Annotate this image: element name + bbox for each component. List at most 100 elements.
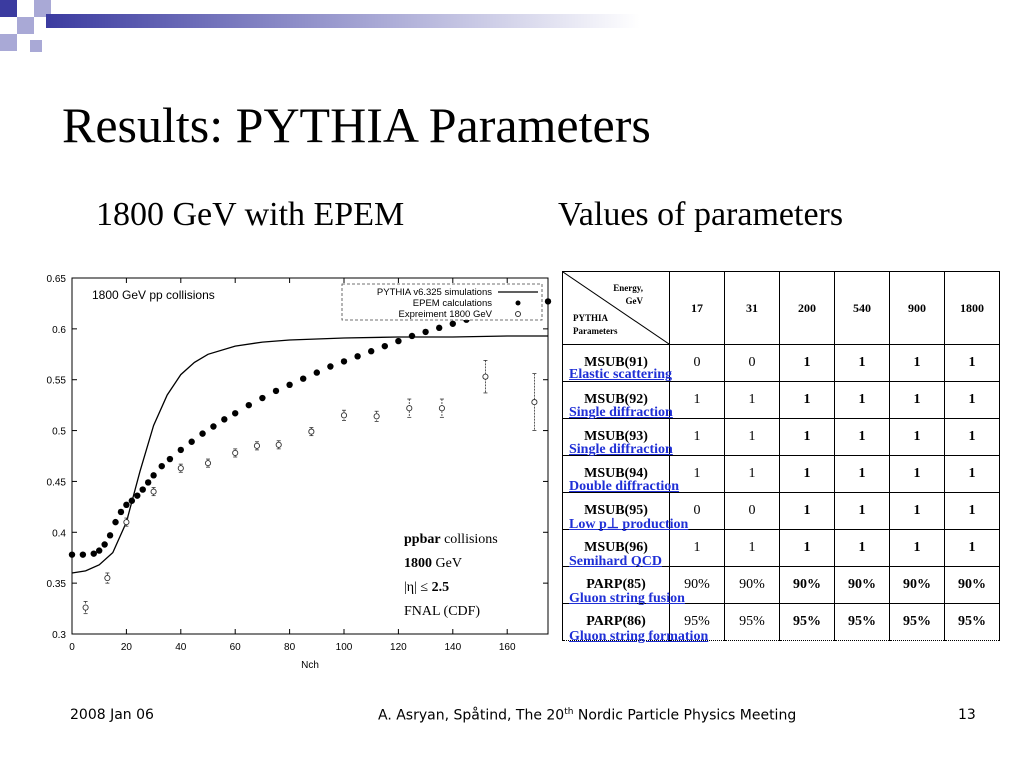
parameter-value: 1 [834,529,890,567]
epem-point [327,363,334,370]
epem-point [313,369,320,376]
parameter-value: 0 [724,344,780,382]
decorative-header-squares [0,0,640,52]
x-axis-label: Nch [301,660,319,671]
parameter-value: 90% [834,566,890,604]
experiment-point [150,488,157,495]
y-tick-label: 0.6 [52,325,66,336]
process-label: Gluon string formation [569,629,709,644]
x-tick-label: 100 [336,642,353,653]
parameter-value: 90% [944,566,1000,604]
process-label: Elastic scattering [569,367,673,382]
process-label: Single diffraction [569,442,673,457]
chart: 0 20 40 60 80 100 120 140 160 0.3 0.35 0.4 0.45 0.5 0.… [47,274,552,671]
parameter-label: MSUB(96) [562,529,670,567]
parameter-value: 1 [724,529,780,567]
table-corner-header: Energy, GeV PYTHIA Parameters [562,271,670,345]
footer-citation: A. Asryan, Spåtind, The 20th Nordic Part… [378,707,797,724]
parameter-label: PARP(86) [562,603,670,641]
epem-point [232,410,239,417]
parameter-value: 1 [724,418,780,456]
x-tick-label: 60 [230,642,242,653]
epem-point [245,401,252,409]
footer-date: 2008 Jan 06 [70,707,154,723]
epem-point [286,381,293,388]
left-subtitle: 1800 GeV with EPEM [96,196,405,233]
parameter-value: 95% [944,603,1000,641]
parameter-value: 1 [669,381,725,419]
process-label: Double diffraction [569,479,680,494]
parameter-value: 1 [779,455,835,493]
annotation-line-1: ppbar collisions [404,532,498,547]
epem-point [96,547,103,554]
parameters-table: Energy, GeV PYTHIA Parameters 17 31 200 54… [562,271,1000,641]
table-row: MSUB(95) 0 0 1 1 1 1 [562,492,1000,530]
parameter-value: 1 [889,344,945,382]
legend-label: Expreiment 1800 GeV [399,309,493,320]
epem-point [449,320,456,327]
energy-header: 17 [669,271,725,345]
epem-point [101,541,108,548]
y-tick-label: 0.4 [52,528,66,539]
legend-point-swatch [515,311,521,317]
header-parameters-label: Parameters [573,326,618,336]
epem-point [272,387,280,395]
chart-title: 1800 GeV pp collisions [92,288,215,302]
epem-point [139,486,146,493]
parameter-value: 1 [779,529,835,567]
y-tick-label: 0.5 [52,427,66,438]
parameter-value: 1 [779,381,835,419]
parameter-value: 95% [834,603,890,641]
parameter-value: 1 [779,492,835,530]
experiment-point [275,441,282,448]
epem-point [544,298,552,305]
legend-label: PYTHIA v6.325 simulations [377,287,492,298]
parameter-value: 1 [834,381,890,419]
epem-point [79,551,87,558]
parameter-value: 95% [724,603,780,641]
parameter-value: 1 [724,381,780,419]
epem-point [134,492,141,499]
energy-header: 1800 [944,271,1000,345]
parameter-value: 90% [889,566,945,604]
legend-label: EPEM calculations [413,298,492,309]
energy-header: 540 [834,271,890,345]
parameter-value: 90% [724,566,780,604]
epem-point [300,375,307,382]
parameter-value: 1 [889,455,945,493]
parameter-value: 1 [889,381,945,419]
x-tick-label: 120 [390,642,407,653]
experiment-point [204,460,212,467]
x-tick-label: 20 [121,642,133,653]
epem-point [68,551,76,558]
parameter-value: 1 [724,455,780,493]
parameter-value: 1 [834,344,890,382]
experiment-point [123,519,130,526]
energy-header: 900 [889,271,945,345]
epem-point [221,416,228,423]
epem-point [144,479,152,486]
parameter-value: 1 [779,344,835,382]
legend-dot-swatch [515,300,521,306]
parameter-value: 1 [944,344,1000,382]
parameter-value: 1 [944,492,1000,530]
epem-point [177,446,184,454]
process-label: Low p⊥ production [569,517,689,532]
experiment-point [531,399,538,406]
header-pythia-label: PYTHIA [573,313,609,323]
parameter-value: 0 [669,344,725,382]
table-header-row: Energy, GeV PYTHIA Parameters 17 31 200 54… [562,271,1000,345]
epem-point [166,455,174,463]
parameter-value: 95% [889,603,945,641]
table-row: PARP(86) 95% 95% 95% 95% 95% 95% [562,603,1000,641]
epem-point [395,337,402,345]
parameter-value: 1 [834,492,890,530]
epem-point [117,508,125,516]
parameter-value: 1 [944,381,1000,419]
parameter-value: 0 [669,492,725,530]
process-label: Semihard QCD [569,554,662,569]
table-row: MSUB(94) 1 1 1 1 1 1 [562,455,1000,493]
epem-point [368,348,375,355]
experiment-point [438,405,445,412]
parameter-value: 95% [669,603,725,641]
